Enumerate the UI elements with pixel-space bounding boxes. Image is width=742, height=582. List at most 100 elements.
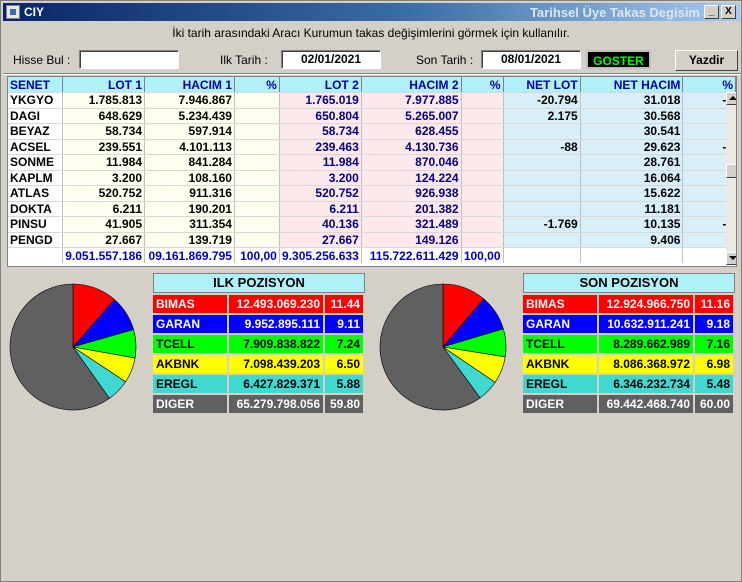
- table-cell: 321.489: [361, 216, 462, 233]
- column-header[interactable]: NET LOT: [503, 77, 581, 93]
- table-cell: -88: [503, 139, 581, 155]
- takas-grid[interactable]: SENET LOT 1 HACIM 1% LOT 2 HACIM 2% NET LOT NE…: [7, 76, 737, 267]
- table-cell: 11.984: [279, 154, 362, 171]
- scroll-up-arrow-icon[interactable]: [726, 92, 736, 105]
- ilk-pozisyon-title: ILK POZISYON: [153, 273, 365, 293]
- info-text: İki tarih arasındaki Aracı Kurumun takas…: [172, 26, 570, 40]
- position-pct: 9.18: [693, 315, 733, 333]
- table-cell: 11.984: [62, 154, 145, 171]
- position-code: TCELL: [153, 335, 227, 353]
- table-cell: 9.406: [580, 232, 684, 248]
- table-cell: 30.541: [580, 123, 684, 140]
- table-row[interactable]: ACSEL 239.551 4.101.113 239.463 4.130.736 -88…: [8, 139, 736, 155]
- table-cell: 870.046: [361, 154, 462, 171]
- table-row[interactable]: PENGD 27.667 139.719 27.667 149.126 9.406: [8, 232, 736, 248]
- position-code: AKBNK: [523, 355, 597, 373]
- table-row[interactable]: BEYAZ 58.734 597.914 58.734 628.455 30.541: [8, 123, 736, 140]
- table-cell: 31.018: [580, 92, 684, 109]
- table-row[interactable]: KAPLM 3.200 108.160 3.200 124.224 16.064: [8, 170, 736, 186]
- position-code: TCELL: [523, 335, 597, 353]
- position-code: EREGL: [153, 375, 227, 393]
- app-icon: [6, 5, 20, 19]
- table-cell: 190.201: [144, 201, 235, 217]
- minimize-button[interactable]: _: [704, 5, 719, 19]
- table-cell: 139.719: [144, 232, 235, 248]
- position-row: DIGER 69.442.468.740 60.00: [523, 395, 733, 413]
- position-amount: 69.442.468.740: [597, 395, 693, 413]
- column-header[interactable]: %: [461, 77, 504, 93]
- position-code: DIGER: [523, 395, 597, 413]
- column-header[interactable]: LOT 1: [62, 77, 145, 93]
- table-cell: [503, 123, 581, 140]
- scroll-down-arrow-icon[interactable]: [726, 252, 736, 265]
- position-amount: 7.909.838.822: [227, 335, 323, 353]
- senet-cell: YKGYO: [8, 92, 64, 109]
- table-cell: [682, 185, 736, 202]
- table-row[interactable]: SONME 11.984 841.284 11.984 870.046 28.761: [8, 154, 736, 171]
- position-row: GARAN 10.632.911.241 9.18: [523, 315, 733, 333]
- son-tarih-field[interactable]: 08/01/2021: [481, 50, 581, 69]
- table-cell: [234, 232, 280, 248]
- table-cell: 28.761: [580, 154, 684, 171]
- table-cell: [461, 92, 504, 109]
- goster-button[interactable]: GOSTER: [586, 50, 651, 69]
- senet-cell: ACSEL: [8, 139, 64, 155]
- total-cell: 9.051.557.186: [62, 247, 145, 263]
- table-cell: [234, 92, 280, 109]
- table-cell: 648.629: [62, 108, 145, 124]
- table-cell: [234, 185, 280, 202]
- column-header[interactable]: NET HACIM: [580, 77, 684, 93]
- position-pct: 6.50: [323, 355, 363, 373]
- ilk-tarih-field[interactable]: 02/01/2021: [281, 50, 381, 69]
- column-header[interactable]: %: [234, 77, 280, 93]
- table-cell: [682, 123, 736, 140]
- hisse-bul-input[interactable]: [79, 50, 179, 69]
- yazdir-button[interactable]: Yazdir: [675, 50, 738, 71]
- table-row[interactable]: PINSU 41.905 311.354 40.136 321.489 -1.769 10.…: [8, 216, 736, 233]
- table-cell: 650.804: [279, 108, 362, 124]
- total-cell: 115.722.611.429: [361, 247, 462, 263]
- totals-row: 9.051.557.186 09.161.869.795 100,00 9.305.2…: [8, 247, 736, 263]
- table-row[interactable]: DOKTA 6.211 190.201 6.211 201.382 11.181: [8, 201, 736, 217]
- table-cell: [234, 170, 280, 186]
- son-pozisyon-title: SON POZISYON: [523, 273, 735, 293]
- table-cell: [461, 201, 504, 217]
- table-cell: 239.463: [279, 139, 362, 155]
- table-cell: 239.551: [62, 139, 145, 155]
- grid-vertical-scrollbar[interactable]: [726, 92, 736, 265]
- table-cell: [461, 232, 504, 248]
- column-header[interactable]: LOT 2: [279, 77, 362, 93]
- table-cell: 124.224: [361, 170, 462, 186]
- column-header[interactable]: HACIM 1: [144, 77, 235, 93]
- column-header[interactable]: %: [682, 77, 736, 93]
- table-cell: [682, 201, 736, 217]
- ilk-pozisyon-pie-chart: [9, 283, 137, 411]
- position-code: GARAN: [153, 315, 227, 333]
- pie-slice-diger: [9, 283, 110, 411]
- table-cell: [503, 154, 581, 171]
- ilk-pozisyon-table: BIMAS 12.493.069.230 11.44 GARAN 9.952.895.1…: [153, 293, 363, 415]
- column-header[interactable]: HACIM 2: [361, 77, 462, 93]
- app-name: CIY: [24, 5, 45, 19]
- title-bar[interactable]: CIY Tarihsel Üye Takas Degisim _ X: [3, 3, 740, 21]
- table-cell: 11.181: [580, 201, 684, 217]
- table-cell: [503, 170, 581, 186]
- table-cell: [682, 232, 736, 248]
- position-amount: 7.098.439.203: [227, 355, 323, 373]
- position-row: AKBNK 7.098.439.203 6.50: [153, 355, 363, 373]
- table-cell: [461, 170, 504, 186]
- table-row[interactable]: YKGYO 1.785.813 7.946.867 1.765.019 7.977.88…: [8, 92, 736, 109]
- scroll-thumb[interactable]: [726, 164, 736, 178]
- table-cell: 2.175: [503, 108, 581, 124]
- pie-slice-diger: [379, 283, 481, 411]
- position-amount: 8.086.368.972: [597, 355, 693, 373]
- table-cell: [234, 201, 280, 217]
- column-header[interactable]: SENET: [8, 77, 64, 93]
- table-cell: 27.667: [279, 232, 362, 248]
- position-code: EREGL: [523, 375, 597, 393]
- table-row[interactable]: DAGI 648.629 5.234.439 650.804 5.265.007 2.17…: [8, 108, 736, 124]
- table-row[interactable]: ATLAS 520.752 911.316 520.752 926.938 15.622: [8, 185, 736, 202]
- close-button[interactable]: X: [721, 5, 736, 19]
- position-pct: 7.16: [693, 335, 733, 353]
